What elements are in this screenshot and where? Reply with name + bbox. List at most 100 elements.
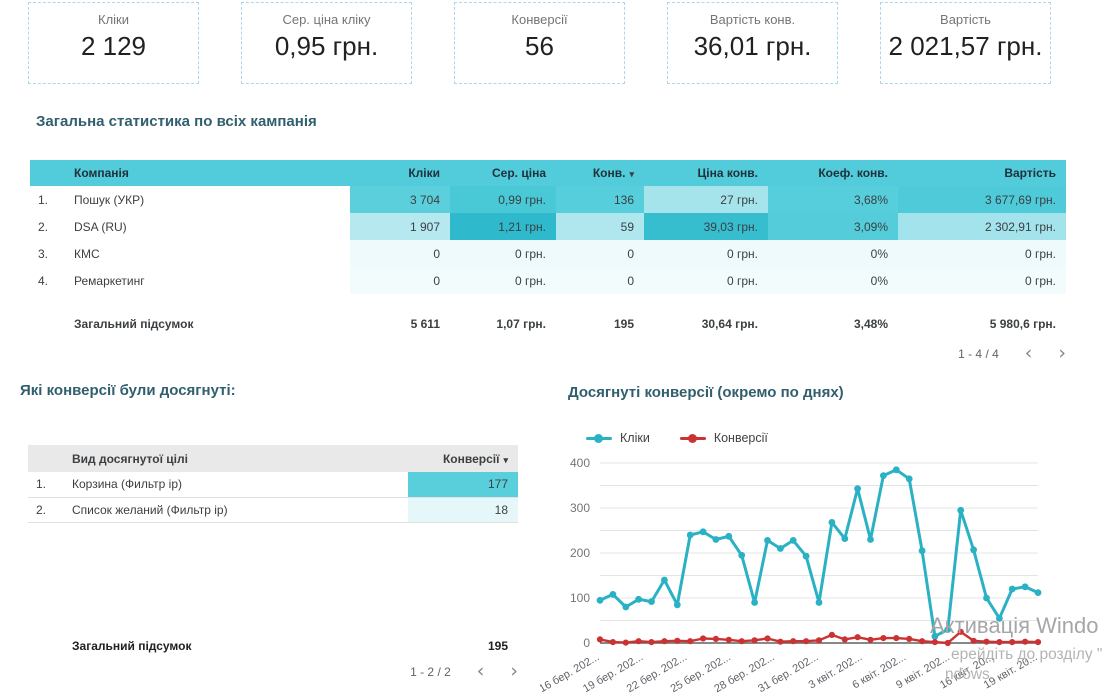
data-point[interactable] <box>803 638 810 645</box>
data-point[interactable] <box>893 635 900 642</box>
data-point[interactable] <box>905 475 913 483</box>
data-point[interactable] <box>789 537 797 544</box>
data-point[interactable] <box>944 626 952 633</box>
data-point[interactable] <box>725 532 733 540</box>
series-0[interactable] <box>596 466 1042 640</box>
data-point[interactable] <box>712 536 720 543</box>
data-point[interactable] <box>596 596 604 604</box>
data-point[interactable] <box>661 576 668 584</box>
data-point[interactable] <box>687 638 694 645</box>
data-point[interactable] <box>751 599 758 606</box>
data-point[interactable] <box>828 631 835 638</box>
data-point[interactable] <box>1022 638 1029 645</box>
data-point[interactable] <box>764 537 771 544</box>
prev-page-icon[interactable]: ‹ <box>1024 342 1033 364</box>
data-point[interactable] <box>1008 585 1016 593</box>
data-point[interactable] <box>648 598 655 605</box>
data-point[interactable] <box>841 535 849 542</box>
data-point[interactable] <box>738 638 745 645</box>
data-point[interactable] <box>700 635 707 642</box>
data-point[interactable] <box>712 635 719 642</box>
data-point[interactable] <box>699 528 707 536</box>
data-point[interactable] <box>1034 589 1042 596</box>
data-point[interactable] <box>867 536 874 543</box>
prev-page-icon[interactable]: ‹ <box>476 660 485 682</box>
next-page-icon[interactable]: › <box>1058 342 1066 364</box>
data-point[interactable] <box>1034 639 1042 646</box>
data-point[interactable] <box>673 601 681 609</box>
goals-total-table: Загальний підсумок 195 <box>28 632 518 660</box>
scorecard-value: 56 <box>525 31 554 61</box>
row-index: 2. <box>28 497 72 523</box>
data-point[interactable] <box>725 636 732 643</box>
goals-pagination: 1 - 2 / 2 ‹ › <box>332 662 518 681</box>
data-point[interactable] <box>815 599 823 606</box>
data-point[interactable] <box>648 639 655 646</box>
data-point[interactable] <box>983 594 990 602</box>
data-point[interactable] <box>622 639 629 646</box>
data-point[interactable] <box>609 639 616 646</box>
header-cost[interactable]: Вартість <box>898 160 1066 186</box>
data-point[interactable] <box>983 638 990 645</box>
data-point[interactable] <box>635 595 642 603</box>
clicks-cell: 0 <box>350 240 450 267</box>
header-conversions-sorted[interactable]: Конверсії ▾ <box>408 445 518 472</box>
data-point[interactable] <box>635 638 642 645</box>
data-point[interactable] <box>931 639 938 646</box>
legend-item-conversions[interactable]: Конверсії <box>679 431 768 445</box>
cpa-cell: 39,03 грн. <box>644 213 768 240</box>
data-point[interactable] <box>892 466 900 474</box>
scorecard-value: 2 129 <box>80 31 147 61</box>
data-point[interactable] <box>906 635 913 642</box>
scorecard-label: Кліки <box>98 12 129 27</box>
data-point[interactable] <box>996 614 1003 622</box>
cost-cell: 3 677,69 грн. <box>898 186 1066 213</box>
data-point[interactable] <box>841 636 848 643</box>
data-point[interactable] <box>957 628 964 635</box>
data-point[interactable] <box>970 546 977 554</box>
conv-cell: 0 <box>556 240 644 267</box>
data-point[interactable] <box>931 632 939 640</box>
campaigns-section-title: Загальна статистика по всіх кампанія <box>36 113 317 130</box>
data-point[interactable] <box>970 637 977 644</box>
data-point[interactable] <box>854 634 861 641</box>
data-point[interactable] <box>802 552 810 560</box>
data-point[interactable] <box>918 547 926 555</box>
data-point[interactable] <box>764 635 771 642</box>
cost-cell: 2 302,91 грн. <box>898 213 1066 240</box>
data-point[interactable] <box>777 545 784 552</box>
data-point[interactable] <box>828 519 836 526</box>
header-clicks[interactable]: Кліки <box>350 160 450 186</box>
data-point[interactable] <box>609 591 617 598</box>
header-conv-sorted[interactable]: Конв. ▾ <box>556 160 644 186</box>
header-conv-rate[interactable]: Коеф. конв. <box>768 160 898 186</box>
data-point[interactable] <box>751 637 758 644</box>
data-point[interactable] <box>1021 583 1029 591</box>
data-point[interactable] <box>674 637 681 644</box>
data-point[interactable] <box>996 639 1003 646</box>
data-point[interactable] <box>622 603 630 611</box>
data-point[interactable] <box>854 485 861 493</box>
data-point[interactable] <box>738 551 746 559</box>
data-point[interactable] <box>790 638 797 645</box>
data-point[interactable] <box>777 638 784 645</box>
header-cost-per-conv[interactable]: Ціна конв. <box>644 160 768 186</box>
data-point[interactable] <box>919 638 926 645</box>
header-campaign[interactable]: Компанія <box>74 160 350 186</box>
series-1[interactable] <box>596 628 1042 647</box>
data-point[interactable] <box>880 472 887 479</box>
next-page-icon[interactable]: › <box>510 660 518 682</box>
data-point[interactable] <box>661 638 668 645</box>
data-point[interactable] <box>815 637 823 644</box>
data-point[interactable] <box>867 636 874 643</box>
data-point[interactable] <box>957 506 965 514</box>
data-point[interactable] <box>1009 639 1016 646</box>
header-goal-type[interactable]: Вид досягнутої цілі <box>72 445 408 472</box>
legend-item-clicks[interactable]: Кліки <box>586 431 650 445</box>
header-avg-cpc[interactable]: Сер. ціна <box>450 160 556 186</box>
data-point[interactable] <box>686 531 694 539</box>
data-point[interactable] <box>944 639 951 647</box>
data-point[interactable] <box>880 635 887 642</box>
data-point[interactable] <box>596 636 604 643</box>
